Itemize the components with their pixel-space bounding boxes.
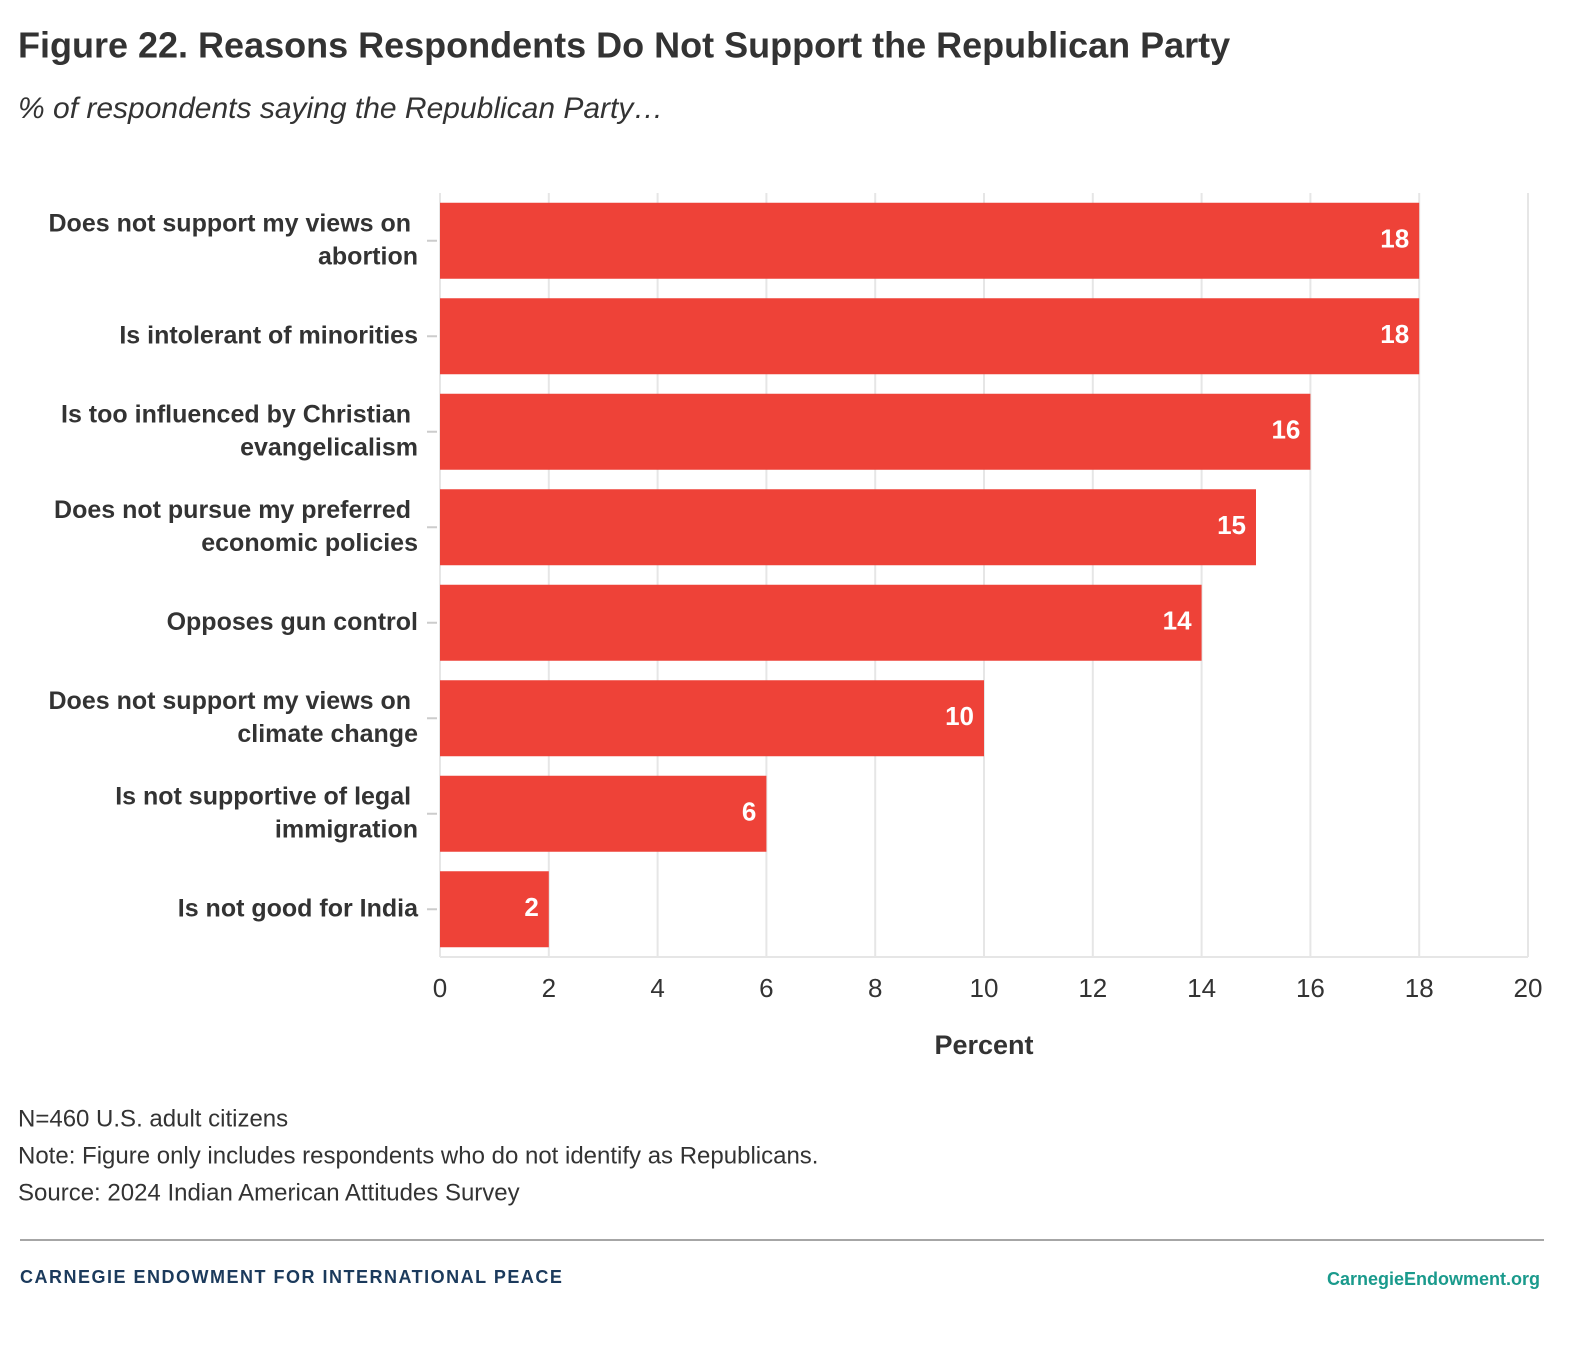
x-tick-label: 2 bbox=[542, 973, 556, 1003]
x-tick-label: 20 bbox=[1514, 973, 1543, 1003]
x-tick-label: 12 bbox=[1078, 973, 1107, 1003]
bar bbox=[440, 871, 549, 948]
x-tick-label: 0 bbox=[433, 973, 447, 1003]
x-tick-label: 18 bbox=[1405, 973, 1434, 1003]
value-label: 18 bbox=[1380, 224, 1409, 254]
y-tick-label: Opposes gun control bbox=[167, 607, 418, 635]
y-tick-label: Is not good for India bbox=[178, 894, 419, 922]
y-tick-label: Does not support my views on abortion bbox=[49, 209, 419, 270]
bar bbox=[440, 584, 1202, 661]
x-tick-label: 10 bbox=[970, 973, 999, 1003]
chart-title: Figure 22. Reasons Respondents Do Not Su… bbox=[18, 25, 1230, 66]
footnote: Note: Figure only includes respondents w… bbox=[18, 1142, 818, 1169]
y-tick-label: Does not support my views on climate cha… bbox=[49, 686, 419, 747]
value-label: 2 bbox=[524, 892, 538, 922]
y-tick-label: Is too influenced by Christian evangelic… bbox=[61, 400, 418, 461]
x-tick-label: 6 bbox=[759, 973, 773, 1003]
bar bbox=[440, 393, 1311, 470]
value-label: 18 bbox=[1380, 319, 1409, 349]
y-tick-label: Does not pursue my preferred economic po… bbox=[54, 495, 418, 556]
value-label: 10 bbox=[945, 701, 974, 731]
value-label: 14 bbox=[1163, 606, 1192, 636]
footnote: N=460 U.S. adult citizens bbox=[18, 1105, 288, 1132]
bar bbox=[440, 489, 1256, 566]
x-tick-label: 4 bbox=[650, 973, 664, 1003]
footnote: Source: 2024 Indian American Attitudes S… bbox=[18, 1179, 520, 1206]
x-tick-label: 16 bbox=[1296, 973, 1325, 1003]
footer-url: CarnegieEndowment.org bbox=[1327, 1269, 1540, 1289]
footer-brand: CARNEGIE ENDOWMENT FOR INTERNATIONAL PEA… bbox=[20, 1267, 563, 1287]
value-label: 15 bbox=[1217, 510, 1246, 540]
value-label: 6 bbox=[742, 797, 756, 827]
chart-subtitle: % of respondents saying the Republican P… bbox=[18, 92, 663, 125]
bar bbox=[440, 202, 1420, 279]
x-tick-label: 14 bbox=[1187, 973, 1216, 1003]
y-tick-label: Is intolerant of minorities bbox=[119, 321, 418, 349]
x-axis-title: Percent bbox=[934, 1030, 1033, 1060]
value-label: 16 bbox=[1271, 415, 1300, 445]
bar bbox=[440, 680, 984, 757]
bar bbox=[440, 298, 1420, 375]
y-tick-label: Is not supportive of legal immigration bbox=[115, 782, 418, 843]
x-tick-label: 8 bbox=[868, 973, 882, 1003]
bar bbox=[440, 775, 767, 852]
